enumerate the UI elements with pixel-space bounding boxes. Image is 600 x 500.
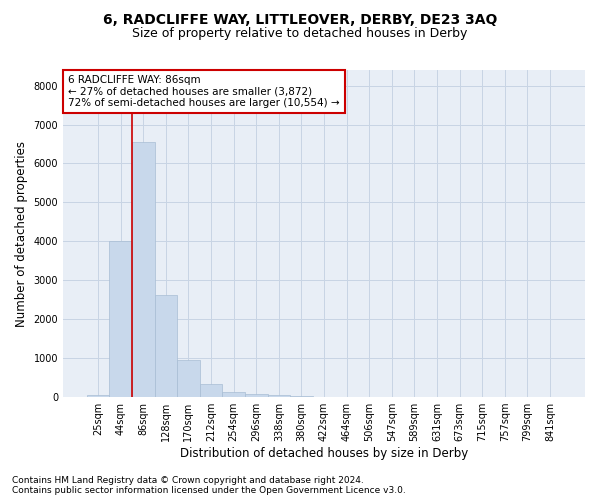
Bar: [268, 395, 290, 397]
Bar: [223, 392, 245, 397]
Y-axis label: Number of detached properties: Number of detached properties: [15, 140, 28, 326]
Text: Size of property relative to detached houses in Derby: Size of property relative to detached ho…: [133, 28, 467, 40]
Text: Contains HM Land Registry data © Crown copyright and database right 2024.: Contains HM Land Registry data © Crown c…: [12, 476, 364, 485]
X-axis label: Distribution of detached houses by size in Derby: Distribution of detached houses by size …: [180, 447, 468, 460]
Text: Contains public sector information licensed under the Open Government Licence v3: Contains public sector information licen…: [12, 486, 406, 495]
Bar: [132, 142, 155, 397]
Bar: [155, 295, 177, 397]
Bar: [87, 395, 109, 397]
Bar: [109, 242, 132, 397]
Bar: [245, 394, 268, 397]
Text: 6, RADCLIFFE WAY, LITTLEOVER, DERBY, DE23 3AQ: 6, RADCLIFFE WAY, LITTLEOVER, DERBY, DE2…: [103, 12, 497, 26]
Bar: [177, 360, 200, 397]
Bar: [200, 384, 223, 397]
Bar: [290, 396, 313, 397]
Text: 6 RADCLIFFE WAY: 86sqm
← 27% of detached houses are smaller (3,872)
72% of semi-: 6 RADCLIFFE WAY: 86sqm ← 27% of detached…: [68, 75, 340, 108]
